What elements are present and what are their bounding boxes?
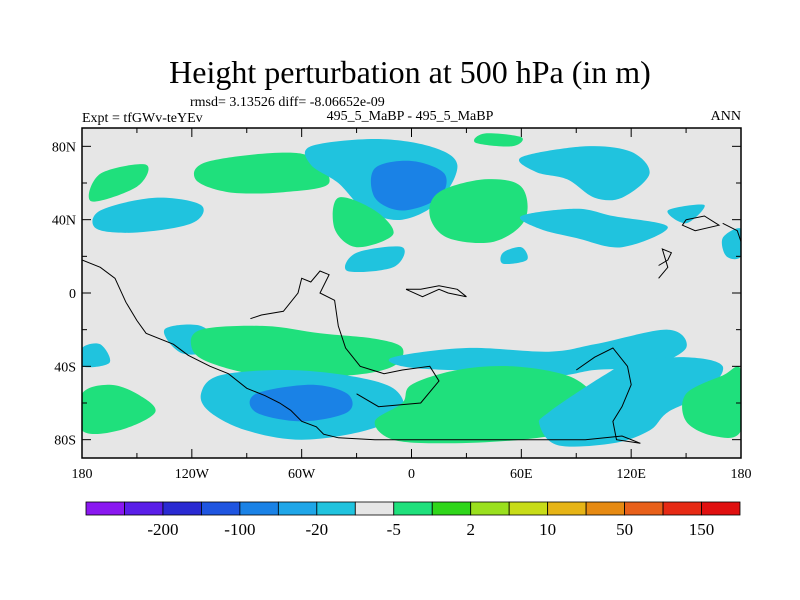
colorbar-swatch — [239, 501, 279, 516]
colorbar-label: 2 — [466, 520, 475, 539]
y-tick-label: 80N — [52, 140, 76, 155]
x-axis: 180 120W 60W 0 60E 120E 180 — [72, 128, 752, 482]
y-tick-label: 40N — [52, 214, 76, 229]
anomaly-region-light_green — [88, 164, 149, 202]
anomaly-region-light_blue — [344, 246, 405, 273]
colorbar-swatch — [470, 501, 510, 516]
y-tick-label: 80S — [54, 434, 76, 449]
y-tick-label: 40S — [54, 360, 76, 375]
anomaly-region-light_green — [193, 152, 330, 194]
chart-title: Height perturbation at 500 hPa (in m) — [169, 54, 651, 90]
colorbar-swatch — [508, 501, 549, 516]
x-tick-label: 60W — [288, 467, 316, 482]
colorbar-label: -5 — [387, 520, 401, 539]
map-panel — [81, 127, 742, 459]
colorbar-swatch — [277, 501, 318, 516]
colorbar-swatch — [701, 501, 741, 516]
colorbar-swatch — [585, 501, 625, 516]
colorbar-swatch — [354, 501, 395, 516]
anomaly-region-light_blue — [92, 197, 204, 233]
stats-label: rmsd= 3.13526 diff= -8.06652e-09 — [190, 95, 385, 110]
x-tick-label: 0 — [408, 467, 415, 482]
colorbar-swatch — [201, 501, 241, 516]
anomaly-region-light_green — [82, 384, 156, 434]
colorbar-swatch — [85, 501, 125, 516]
colorbar-swatch — [316, 501, 356, 516]
anomaly-region-light_blue — [82, 343, 111, 368]
coastline-segment — [576, 347, 641, 444]
coastline-segment — [658, 248, 673, 279]
x-tick-label: 180 — [72, 467, 93, 482]
colorbar-swatch — [624, 501, 664, 516]
colorbar-label: 150 — [689, 520, 715, 539]
colorbar-swatch — [662, 501, 702, 516]
x-tick-label: 120E — [616, 467, 646, 482]
colorbar: -200 -100 -20 -5 2 10 50 150 — [85, 501, 741, 539]
anomaly-region-light_blue — [538, 357, 724, 447]
coastline-segment — [250, 270, 440, 408]
colorbar-swatch — [393, 501, 433, 516]
colorbar-label: -20 — [305, 520, 328, 539]
anomaly-region-light_green — [474, 133, 523, 147]
colorbar-label: -100 — [224, 520, 255, 539]
coastline-segment — [722, 222, 741, 242]
anomaly-region-light_blue — [519, 208, 668, 248]
anomaly-region-light_blue — [500, 246, 528, 265]
coastline-segment — [405, 285, 467, 298]
colorbar-label: 10 — [539, 520, 556, 539]
colorbar-swatch — [431, 501, 472, 516]
y-axis: 80N 40N 0 40S 80S — [52, 140, 741, 449]
anomaly-region-light_green — [332, 197, 394, 248]
coastlines — [82, 215, 741, 444]
y-tick-label: 0 — [69, 287, 76, 302]
colorbar-swatch — [162, 501, 202, 516]
anomaly-region-light_blue — [518, 146, 650, 201]
colorbar-swatch — [547, 501, 587, 516]
x-tick-label: 60E — [510, 467, 533, 482]
colorbar-swatch — [124, 501, 164, 516]
anomaly-region-light_green — [682, 366, 741, 438]
anomaly-region-light_green — [190, 325, 404, 377]
experiment-label: Expt = tfGWv-teYEv — [82, 111, 203, 126]
case-label: 495_5_MaBP - 495_5_MaBP — [327, 109, 494, 124]
anomaly-region-mid_blue — [249, 384, 353, 422]
anomaly-region-light_blue — [667, 204, 705, 224]
colorbar-label: -200 — [147, 520, 178, 539]
anomaly-regions — [82, 133, 741, 447]
coastline-segment — [681, 215, 721, 232]
anomaly-region-light_blue — [721, 228, 741, 260]
x-tick-label: 180 — [731, 467, 752, 482]
colorbar-label: 50 — [616, 520, 633, 539]
x-tick-label: 120W — [175, 467, 210, 482]
season-label: ANN — [711, 109, 741, 124]
coastline-segment — [82, 259, 641, 444]
anomaly-region-light_green — [429, 179, 528, 244]
anomaly-region-mid_blue — [370, 160, 447, 211]
anomaly-region-light_blue — [388, 329, 687, 376]
